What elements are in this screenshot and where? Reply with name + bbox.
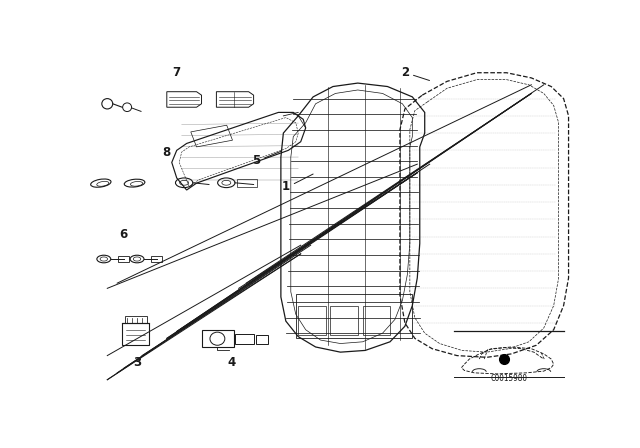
Bar — [237, 179, 257, 187]
Bar — [118, 255, 129, 263]
Bar — [256, 335, 269, 344]
Text: 4: 4 — [227, 356, 236, 369]
Text: 6: 6 — [120, 228, 128, 241]
Bar — [191, 125, 232, 147]
Text: 3: 3 — [133, 356, 141, 369]
Bar — [125, 316, 147, 323]
Text: 8: 8 — [163, 146, 171, 159]
Text: 1: 1 — [282, 180, 290, 193]
Bar — [330, 306, 358, 335]
Bar — [363, 306, 390, 335]
Bar — [122, 323, 150, 345]
Bar — [236, 334, 254, 344]
Text: C0015980: C0015980 — [490, 374, 527, 383]
Bar — [151, 255, 162, 263]
Bar — [298, 306, 326, 335]
Bar — [202, 331, 234, 347]
Text: 5: 5 — [252, 154, 260, 167]
Text: 7: 7 — [173, 66, 180, 79]
Text: 2: 2 — [401, 66, 409, 79]
